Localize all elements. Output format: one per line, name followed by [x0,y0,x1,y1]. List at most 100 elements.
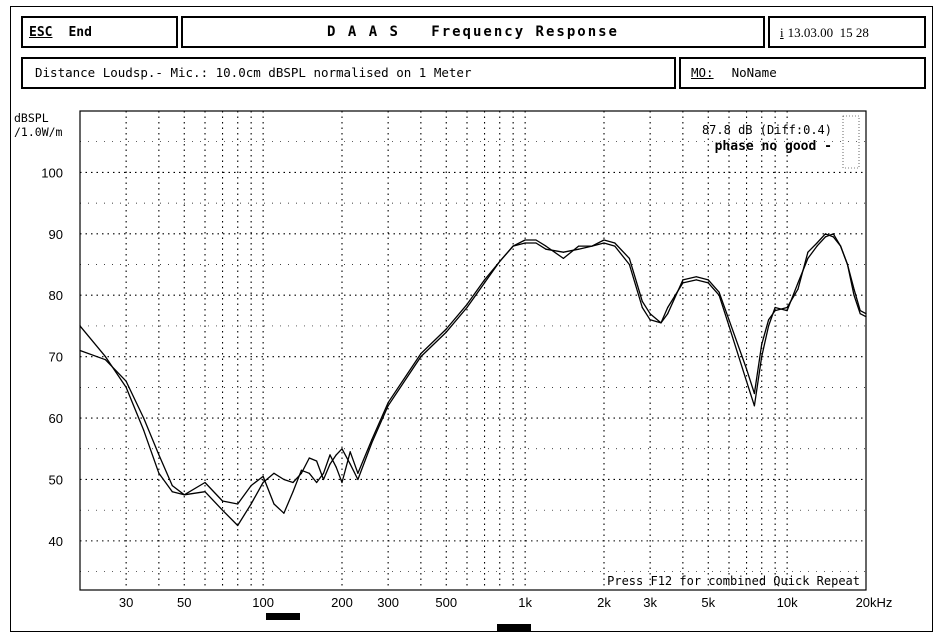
response-point-2 [262,475,264,477]
response-point-2 [695,276,697,278]
response-point-1 [483,282,486,284]
x-tick-label: 30 [119,595,133,610]
response-point-2 [466,303,468,306]
response-point-1 [221,509,224,511]
response-point-2 [308,472,310,474]
response-point-2 [171,491,173,493]
response-point-2 [183,494,185,496]
response-point-2 [300,469,303,471]
y-tick-label: 70 [49,350,63,365]
response-point-1 [832,233,834,235]
response-point-1 [237,524,239,527]
response-point-1 [273,472,275,474]
response-point-1 [79,349,81,352]
response-point-1 [807,257,809,259]
response-point-2 [545,248,547,250]
response-point-2 [371,438,373,441]
esc-key-label: ESC [29,24,53,40]
response-point-2 [221,500,224,502]
x-tick-label: 200 [331,595,353,610]
response-point-2 [591,245,593,247]
response-point-1 [171,485,173,487]
response-point-2 [158,472,160,474]
response-point-1 [292,481,294,484]
response-point-1 [816,245,818,247]
center-scroll-marker[interactable] [497,624,531,631]
x-tick-label: 500 [435,595,457,610]
response-point-2 [535,242,537,244]
response-point-1 [774,306,776,309]
response-curve-2 [79,233,867,514]
response-point-1 [628,263,630,266]
response-point-2 [682,279,684,281]
response-point-1 [329,463,331,465]
response-point-2 [335,466,337,468]
app-title: D A A S Frequency Response [181,16,765,48]
end-label: End [68,24,92,40]
response-point-2 [859,309,861,312]
response-point-2 [322,472,325,474]
response-point-1 [341,448,343,450]
response-point-2 [357,472,359,474]
response-point-2 [125,386,127,388]
response-point-2 [614,242,616,244]
distance-text: Distance Loudsp.- Mic.: 10.0cm dBSPL nor… [35,64,472,80]
response-point-2 [816,242,818,244]
datetime-box[interactable]: i 13.03.00 15 28 [768,16,926,48]
response-point-2 [143,429,145,431]
response-point-1 [728,325,730,327]
response-point-1 [466,306,468,309]
response-point-2 [283,512,285,514]
response-point-2 [524,242,526,244]
mo-field[interactable]: MO: NoName [679,57,926,89]
y-axis-label-line1: dBSPL [14,111,49,125]
response-point-1 [859,313,861,315]
response-point-2 [707,279,709,281]
left-scroll-marker[interactable] [266,613,300,620]
response-point-1 [667,306,669,309]
y-tick-label: 40 [49,534,63,549]
response-point-1 [445,331,447,333]
response-point-2 [649,313,651,315]
response-point-2 [768,319,770,321]
response-point-2 [512,245,514,247]
response-point-1 [562,257,565,259]
response-point-1 [524,239,526,241]
response-point-2 [420,352,422,355]
response-point-2 [745,368,748,370]
response-point-2 [79,325,81,327]
response-point-2 [204,481,206,484]
response-point-2 [445,328,447,330]
response-point-2 [840,245,842,247]
response-point-1 [641,306,643,309]
response-point-2 [104,356,106,358]
legend-swatch-box [842,115,860,169]
y-axis-label-line2: /1.0W/m [14,125,63,139]
response-point-1 [143,417,145,419]
mo-value: NoName [731,64,777,80]
response-point-2 [341,481,343,484]
response-point-2 [628,257,630,259]
response-point-1 [614,245,616,247]
info-icon[interactable]: i [780,24,784,40]
datetime-text: 13.03.00 15 28 [787,24,869,40]
response-point-2 [483,279,486,281]
response-point-2 [603,239,605,241]
response-point-1 [316,460,318,462]
response-point-2 [667,313,669,315]
response-point-2 [578,248,580,250]
response-point-1 [797,282,799,284]
x-tick-label: 20kHz [856,595,893,610]
response-point-2 [807,251,809,253]
y-tick-label: 60 [49,411,63,426]
response-point-1 [357,478,359,481]
response-point-1 [753,405,755,407]
esc-end-button[interactable]: ESC End [21,16,178,48]
response-point-1 [853,294,855,296]
response-point-1 [420,356,422,358]
response-point-1 [824,236,827,238]
response-point-1 [322,478,325,481]
response-point-1 [349,463,351,465]
level-annotation: 87.8 dB (Diff:0.4) [702,123,832,137]
